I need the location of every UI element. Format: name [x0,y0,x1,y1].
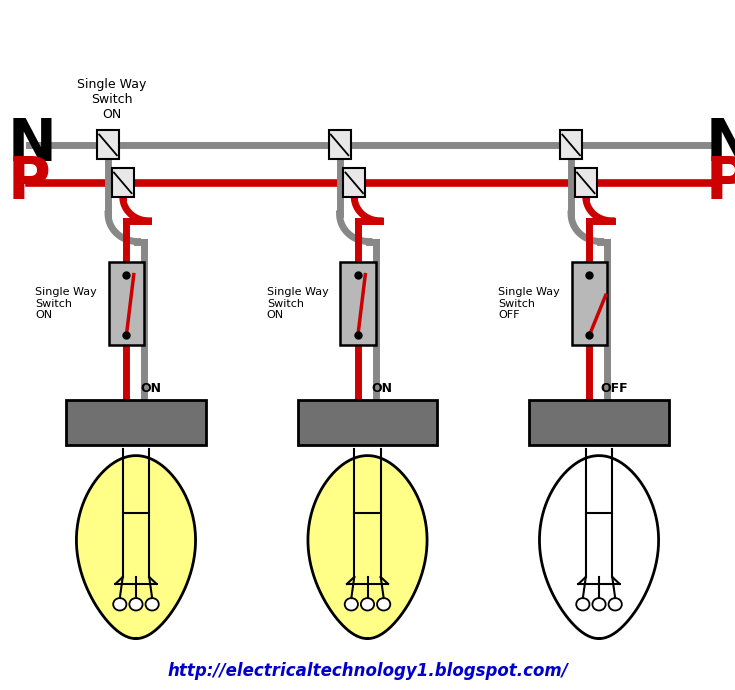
Bar [298,400,437,445]
Text: ON: ON [372,382,392,395]
Text: Single Way
Switch
OFF: Single Way Switch OFF [498,287,560,320]
Text: Single Way
Switch
ON: Single Way Switch ON [77,78,146,121]
Text: Single Way
Switch
ON: Single Way Switch ON [267,287,329,320]
Text: http://electricaltechnology1.blogspot.com/: http://electricaltechnology1.blogspot.co… [167,662,568,680]
Bar [97,130,119,159]
Polygon shape [539,455,659,639]
Bar [109,262,144,345]
Circle shape [377,598,390,611]
Circle shape [146,598,159,611]
Circle shape [576,598,589,611]
Text: P: P [7,155,50,211]
Text: N: N [7,117,56,173]
Polygon shape [76,455,196,639]
Bar [572,262,607,345]
Circle shape [345,598,358,611]
Circle shape [129,598,143,611]
Circle shape [113,598,126,611]
Polygon shape [308,455,427,639]
Bar [329,130,351,159]
Text: N: N [706,117,735,173]
Bar [529,400,669,445]
Bar [66,400,206,445]
Bar [560,130,582,159]
Circle shape [609,598,622,611]
Circle shape [592,598,606,611]
Text: P: P [706,155,735,211]
Text: OFF: OFF [600,382,628,395]
Circle shape [361,598,374,611]
Bar [343,168,365,197]
Bar [112,168,134,197]
Bar [340,262,376,345]
Text: Single Way
Switch
ON: Single Way Switch ON [35,287,97,320]
Bar [575,168,597,197]
Text: ON: ON [140,382,161,395]
